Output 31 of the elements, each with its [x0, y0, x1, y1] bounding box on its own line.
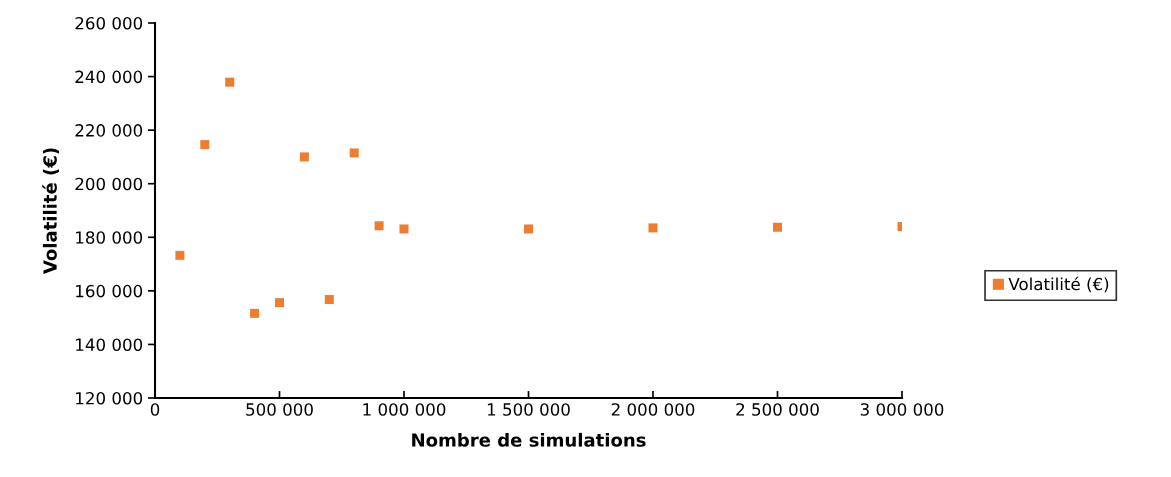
y-tick-label: 200 000: [75, 177, 143, 191]
x-tick-label: 2 000 000: [611, 403, 695, 416]
x-axis-title: Nombre de simulations: [412, 432, 646, 447]
x-tick-label: 1 500 000: [487, 403, 570, 416]
x-tick-label: 3 000 000: [860, 403, 944, 416]
point: [349, 148, 359, 158]
point: [299, 152, 309, 162]
y-tick-label: 260 000: [75, 16, 143, 30]
y-tick-label: 140 000: [76, 338, 143, 351]
point: [374, 221, 384, 231]
x-tick-label: 2 500 000: [736, 403, 819, 416]
y-axis-title: Volatilité (€): [42, 148, 60, 275]
point: [648, 223, 658, 233]
y-tick-label: 220 000: [75, 124, 143, 137]
legend-label: Volatilité (€): [1008, 276, 1109, 293]
point: [275, 298, 284, 308]
x-tick-label: 500 000: [246, 403, 313, 416]
y-tick-label: 160 000: [76, 284, 143, 298]
point: [225, 77, 235, 87]
point: [524, 224, 533, 234]
y-tick-label: 240 000: [75, 70, 143, 84]
y-tick-label: 120 000: [76, 391, 143, 405]
point: [175, 250, 185, 260]
point: [200, 140, 210, 150]
point: [324, 295, 334, 305]
x-tick-label: 1 000 000: [363, 403, 446, 416]
x-tick-label: 0: [150, 403, 160, 416]
point: [250, 308, 260, 318]
y-tick-label: 180 000: [76, 231, 143, 244]
point: [773, 222, 782, 232]
point: [399, 224, 409, 234]
